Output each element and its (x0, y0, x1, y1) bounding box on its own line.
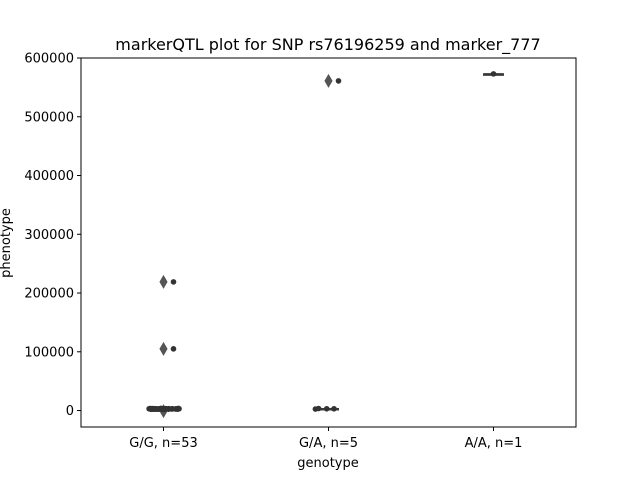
data-point (172, 406, 179, 412)
data-point (152, 406, 158, 412)
data-point (490, 71, 497, 77)
x-tick-label: G/A, n=5 (299, 436, 358, 451)
y-tick-label: 0 (66, 404, 74, 419)
y-axis-title: phenotype (0, 208, 14, 278)
data-point (170, 279, 177, 285)
data-point (170, 346, 177, 352)
y-tick-label: 600000 (24, 52, 74, 67)
y-tick-label: 300000 (24, 228, 74, 243)
data-point (315, 405, 322, 412)
y-tick-label: 500000 (24, 110, 74, 125)
y-tick-label: 100000 (24, 345, 74, 360)
y-tick-label: 400000 (24, 169, 74, 184)
data-point (168, 406, 175, 412)
data-point (323, 405, 330, 412)
plot-area (146, 71, 504, 419)
outlier-marker (324, 73, 333, 88)
data-point (147, 406, 153, 412)
y-tick-label: 200000 (24, 287, 74, 302)
outlier-marker (159, 341, 168, 356)
data-point (331, 405, 337, 412)
x-axis-title: genotype (297, 456, 358, 471)
data-point (157, 405, 164, 412)
x-tick-label: G/G, n=53 (129, 436, 197, 451)
outlier-marker (159, 274, 168, 289)
axes: 0 100000 200000 300000 400000 500000 600000 G/G… (24, 52, 577, 451)
data-point (335, 78, 342, 84)
data-point (163, 406, 170, 412)
x-tick-label: A/A, n=1 (465, 436, 523, 451)
chart-title: markerQTL plot for SNP rs76196259 and ma… (115, 35, 540, 55)
plot-frame (80, 57, 577, 428)
